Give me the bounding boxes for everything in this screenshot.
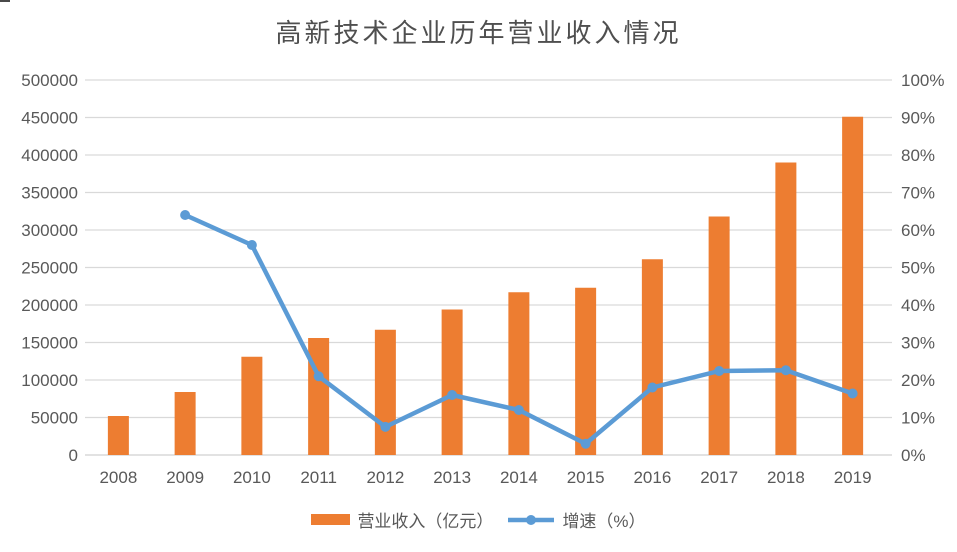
- right-axis-tick-label: 50%: [901, 259, 935, 278]
- growth-line-marker: [780, 365, 791, 376]
- left-axis-tick-label: 200000: [21, 296, 78, 315]
- x-axis-tick-label: 2019: [834, 468, 872, 487]
- right-axis-tick-label: 90%: [901, 109, 935, 128]
- growth-line-marker: [180, 210, 191, 220]
- growth-line-marker: [580, 438, 591, 449]
- growth-line-marker: [246, 240, 257, 250]
- left-axis-tick-label: 500000: [21, 71, 78, 90]
- right-axis-tick-label: 20%: [901, 371, 935, 390]
- left-axis-tick-label: 450000: [21, 109, 78, 128]
- x-axis-tick-label: 2008: [99, 468, 137, 487]
- right-axis-tick-label: 40%: [901, 296, 935, 315]
- growth-line-swatch-icon: [508, 514, 555, 525]
- growth-line-marker: [313, 371, 324, 382]
- legend-item-growth: 增速（%）: [507, 507, 646, 532]
- x-axis-tick-label: 2016: [633, 468, 671, 487]
- x-axis-tick-label: 2013: [433, 468, 471, 487]
- right-axis-tick-label: 30%: [901, 334, 935, 353]
- right-axis-tick-label: 100%: [901, 71, 944, 90]
- revenue-bar: [508, 292, 530, 455]
- chart-legend: 营业收入（亿元） 增速（%）: [0, 507, 957, 532]
- legend-item-revenue: 营业收入（亿元）: [311, 507, 493, 532]
- right-axis-tick-label: 80%: [901, 146, 935, 165]
- right-axis-tick-label: 60%: [901, 221, 935, 240]
- x-axis-tick-label: 2015: [567, 468, 605, 487]
- legend-label-growth: 增速（%）: [562, 512, 646, 531]
- left-axis-tick-label: 400000: [21, 146, 78, 165]
- growth-line-marker: [447, 390, 458, 400]
- x-axis-tick-label: 2009: [166, 468, 204, 487]
- x-axis-tick-label: 2018: [767, 468, 805, 487]
- revenue-bar: [575, 287, 597, 455]
- x-axis-tick-label: 2011: [300, 468, 337, 487]
- left-axis-tick-label: 0: [69, 446, 78, 465]
- revenue-bar: [775, 162, 797, 455]
- chart-title: 高新技术企业历年营业收入情况: [275, 19, 682, 48]
- revenue-bar: [641, 259, 663, 455]
- right-axis-tick-label: 0%: [901, 446, 926, 465]
- right-axis-tick-label: 10%: [901, 409, 935, 428]
- revenue-bar: [308, 338, 330, 455]
- growth-line-marker: [380, 421, 391, 432]
- screenshot-corner-artifact: [0, 0, 10, 2]
- left-axis-tick-label: 250000: [21, 259, 78, 278]
- revenue-bar: [441, 309, 463, 455]
- revenue-bar: [374, 329, 396, 455]
- left-axis-tick-label: 150000: [21, 334, 78, 353]
- x-axis-tick-label: 2017: [700, 468, 738, 487]
- growth-line-marker: [647, 382, 658, 393]
- left-axis-tick-label: 100000: [21, 371, 78, 390]
- right-axis-tick-label: 70%: [901, 184, 935, 203]
- revenue-bar: [842, 116, 864, 455]
- x-axis-tick-label: 2014: [500, 468, 538, 487]
- revenue-bar: [107, 416, 129, 455]
- revenue-bar-swatch-icon: [311, 514, 351, 525]
- revenue-bar: [241, 356, 263, 455]
- growth-line-marker: [513, 405, 524, 415]
- growth-line-marker: [847, 388, 858, 399]
- left-axis-tick-label: 50000: [31, 409, 78, 428]
- x-axis-tick-label: 2012: [366, 468, 404, 487]
- revenue-bar: [174, 392, 196, 455]
- revenue-bar: [708, 216, 730, 455]
- x-axis-tick-label: 2010: [233, 468, 271, 487]
- left-axis-tick-label: 300000: [21, 221, 78, 240]
- legend-label-revenue: 营业收入（亿元）: [357, 512, 494, 531]
- left-axis-tick-label: 350000: [21, 184, 78, 203]
- growth-line-marker: [714, 366, 725, 376]
